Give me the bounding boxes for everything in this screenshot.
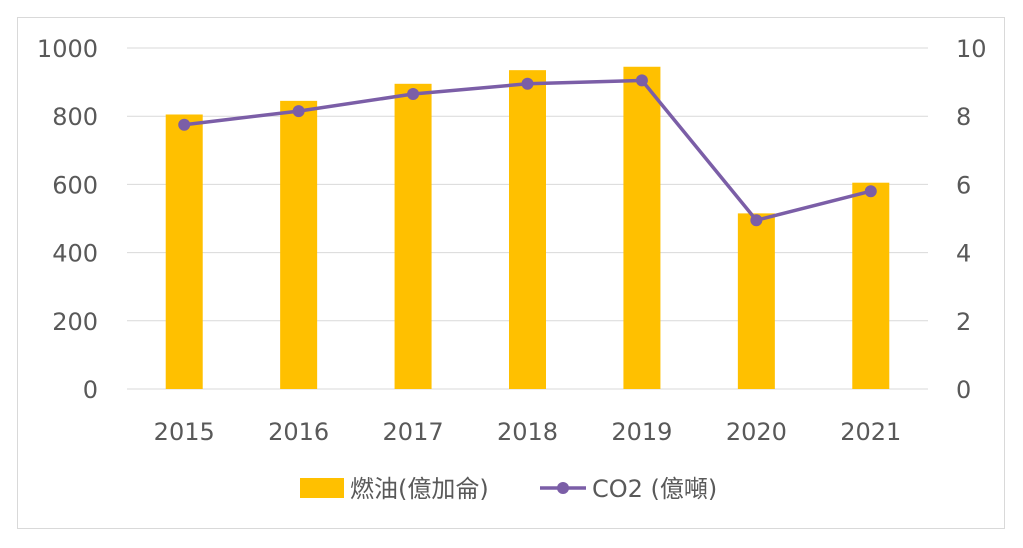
left-axis-tick-label: 800 bbox=[52, 103, 98, 131]
bar bbox=[737, 213, 775, 389]
bar-series bbox=[165, 66, 890, 390]
line-series bbox=[178, 74, 877, 227]
legend-line-marker bbox=[557, 482, 569, 494]
right-axis-tick-label: 6 bbox=[956, 171, 971, 199]
x-axis-tick-label: 2015 bbox=[154, 418, 215, 446]
right-axis-tick-label: 2 bbox=[956, 308, 971, 336]
right-axis-tick-label: 4 bbox=[956, 240, 971, 268]
line-point bbox=[864, 185, 877, 198]
line-point bbox=[635, 74, 648, 87]
legend: 燃油(億加侖) CO2 (億噸) bbox=[300, 475, 717, 503]
right-axis-ticks: 0 2 4 6 8 10 bbox=[956, 35, 987, 404]
line-point bbox=[292, 105, 305, 118]
line-point bbox=[521, 77, 534, 90]
bar bbox=[165, 114, 203, 390]
bar bbox=[394, 83, 432, 390]
line-point bbox=[407, 88, 420, 101]
legend-bar-swatch bbox=[300, 478, 344, 498]
left-axis-tick-label: 600 bbox=[52, 171, 98, 199]
bar bbox=[509, 70, 546, 389]
right-axis-tick-label: 0 bbox=[956, 376, 971, 404]
x-axis-tick-label: 2017 bbox=[383, 418, 444, 446]
legend-line-label: CO2 (億噸) bbox=[592, 475, 717, 503]
right-axis-tick-label: 10 bbox=[956, 35, 987, 63]
left-axis-tick-label: 200 bbox=[52, 308, 98, 336]
left-axis-ticks: 0 200 400 600 800 1000 bbox=[37, 35, 98, 404]
line-point bbox=[750, 214, 763, 227]
right-axis-tick-label: 8 bbox=[956, 103, 971, 131]
bar bbox=[852, 182, 890, 389]
bar bbox=[280, 100, 318, 389]
line-point bbox=[178, 118, 191, 131]
x-axis-tick-label: 2019 bbox=[611, 418, 672, 446]
x-axis-tick-label: 2018 bbox=[497, 418, 558, 446]
left-axis-tick-label: 1000 bbox=[37, 35, 98, 63]
x-axis-ticks: 2015 2016 2017 2018 2019 2020 2021 bbox=[154, 418, 902, 446]
left-axis-tick-label: 400 bbox=[52, 240, 98, 268]
x-axis-tick-label: 2020 bbox=[726, 418, 787, 446]
x-axis-tick-label: 2016 bbox=[268, 418, 329, 446]
x-axis-tick-label: 2021 bbox=[840, 418, 901, 446]
left-axis-tick-label: 0 bbox=[83, 376, 98, 404]
bar bbox=[623, 66, 661, 389]
legend-bar-label: 燃油(億加侖) bbox=[350, 475, 489, 503]
